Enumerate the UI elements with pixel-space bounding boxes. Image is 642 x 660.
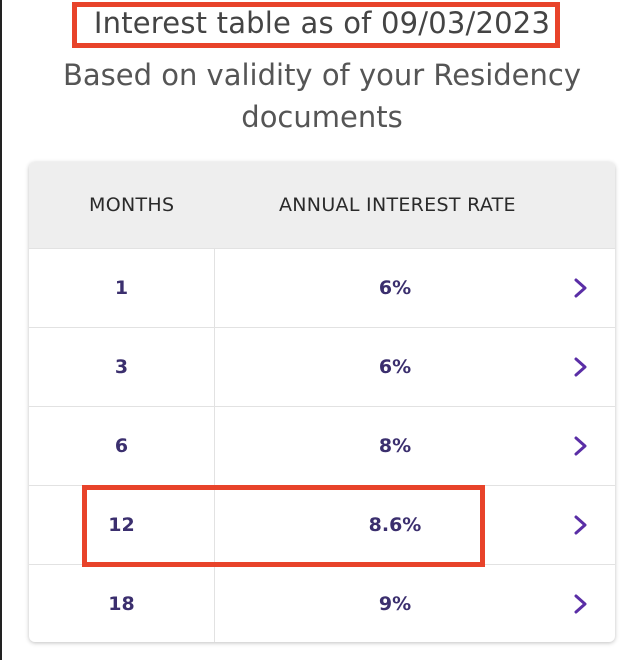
months-cell: 6	[29, 407, 215, 485]
table-row[interactable]: 3 6%	[29, 327, 615, 406]
page-title: Interest table as of 09/03/2023	[93, 6, 551, 40]
rate-cell: 9%	[378, 593, 412, 615]
title-highlight-box	[72, 2, 560, 48]
table-row[interactable]: 18 9%	[29, 564, 615, 642]
months-cell: 1	[29, 249, 215, 327]
table-row[interactable]: 6 8%	[29, 406, 615, 485]
column-header-months: MONTHS	[89, 194, 175, 216]
column-header-rate: ANNUAL INTEREST RATE	[279, 194, 516, 216]
chevron-right-icon[interactable]	[569, 593, 591, 615]
chevron-right-icon[interactable]	[569, 514, 591, 536]
months-cell: 12	[29, 486, 215, 564]
page-subtitle: Based on validity of your Residency docu…	[30, 54, 614, 138]
chevron-right-icon[interactable]	[569, 435, 591, 457]
table-header: MONTHS ANNUAL INTEREST RATE	[29, 162, 615, 248]
subtitle-line-2: documents	[241, 100, 403, 134]
subtitle-line-1: Based on validity of your Residency	[62, 58, 582, 92]
rate-cell: 8%	[378, 435, 412, 457]
row-highlight-box	[82, 485, 485, 567]
rate-cell: 6%	[378, 356, 412, 378]
interest-table: MONTHS ANNUAL INTEREST RATE 1 6% 3 6% 6 …	[29, 162, 615, 642]
screen-edge	[0, 0, 2, 660]
chevron-right-icon[interactable]	[569, 277, 591, 299]
table-row[interactable]: 1 6%	[29, 248, 615, 327]
rate-cell: 8.6%	[368, 514, 422, 536]
months-cell: 18	[29, 565, 215, 642]
rate-cell: 6%	[378, 277, 412, 299]
chevron-right-icon[interactable]	[569, 356, 591, 378]
months-cell: 3	[29, 328, 215, 406]
